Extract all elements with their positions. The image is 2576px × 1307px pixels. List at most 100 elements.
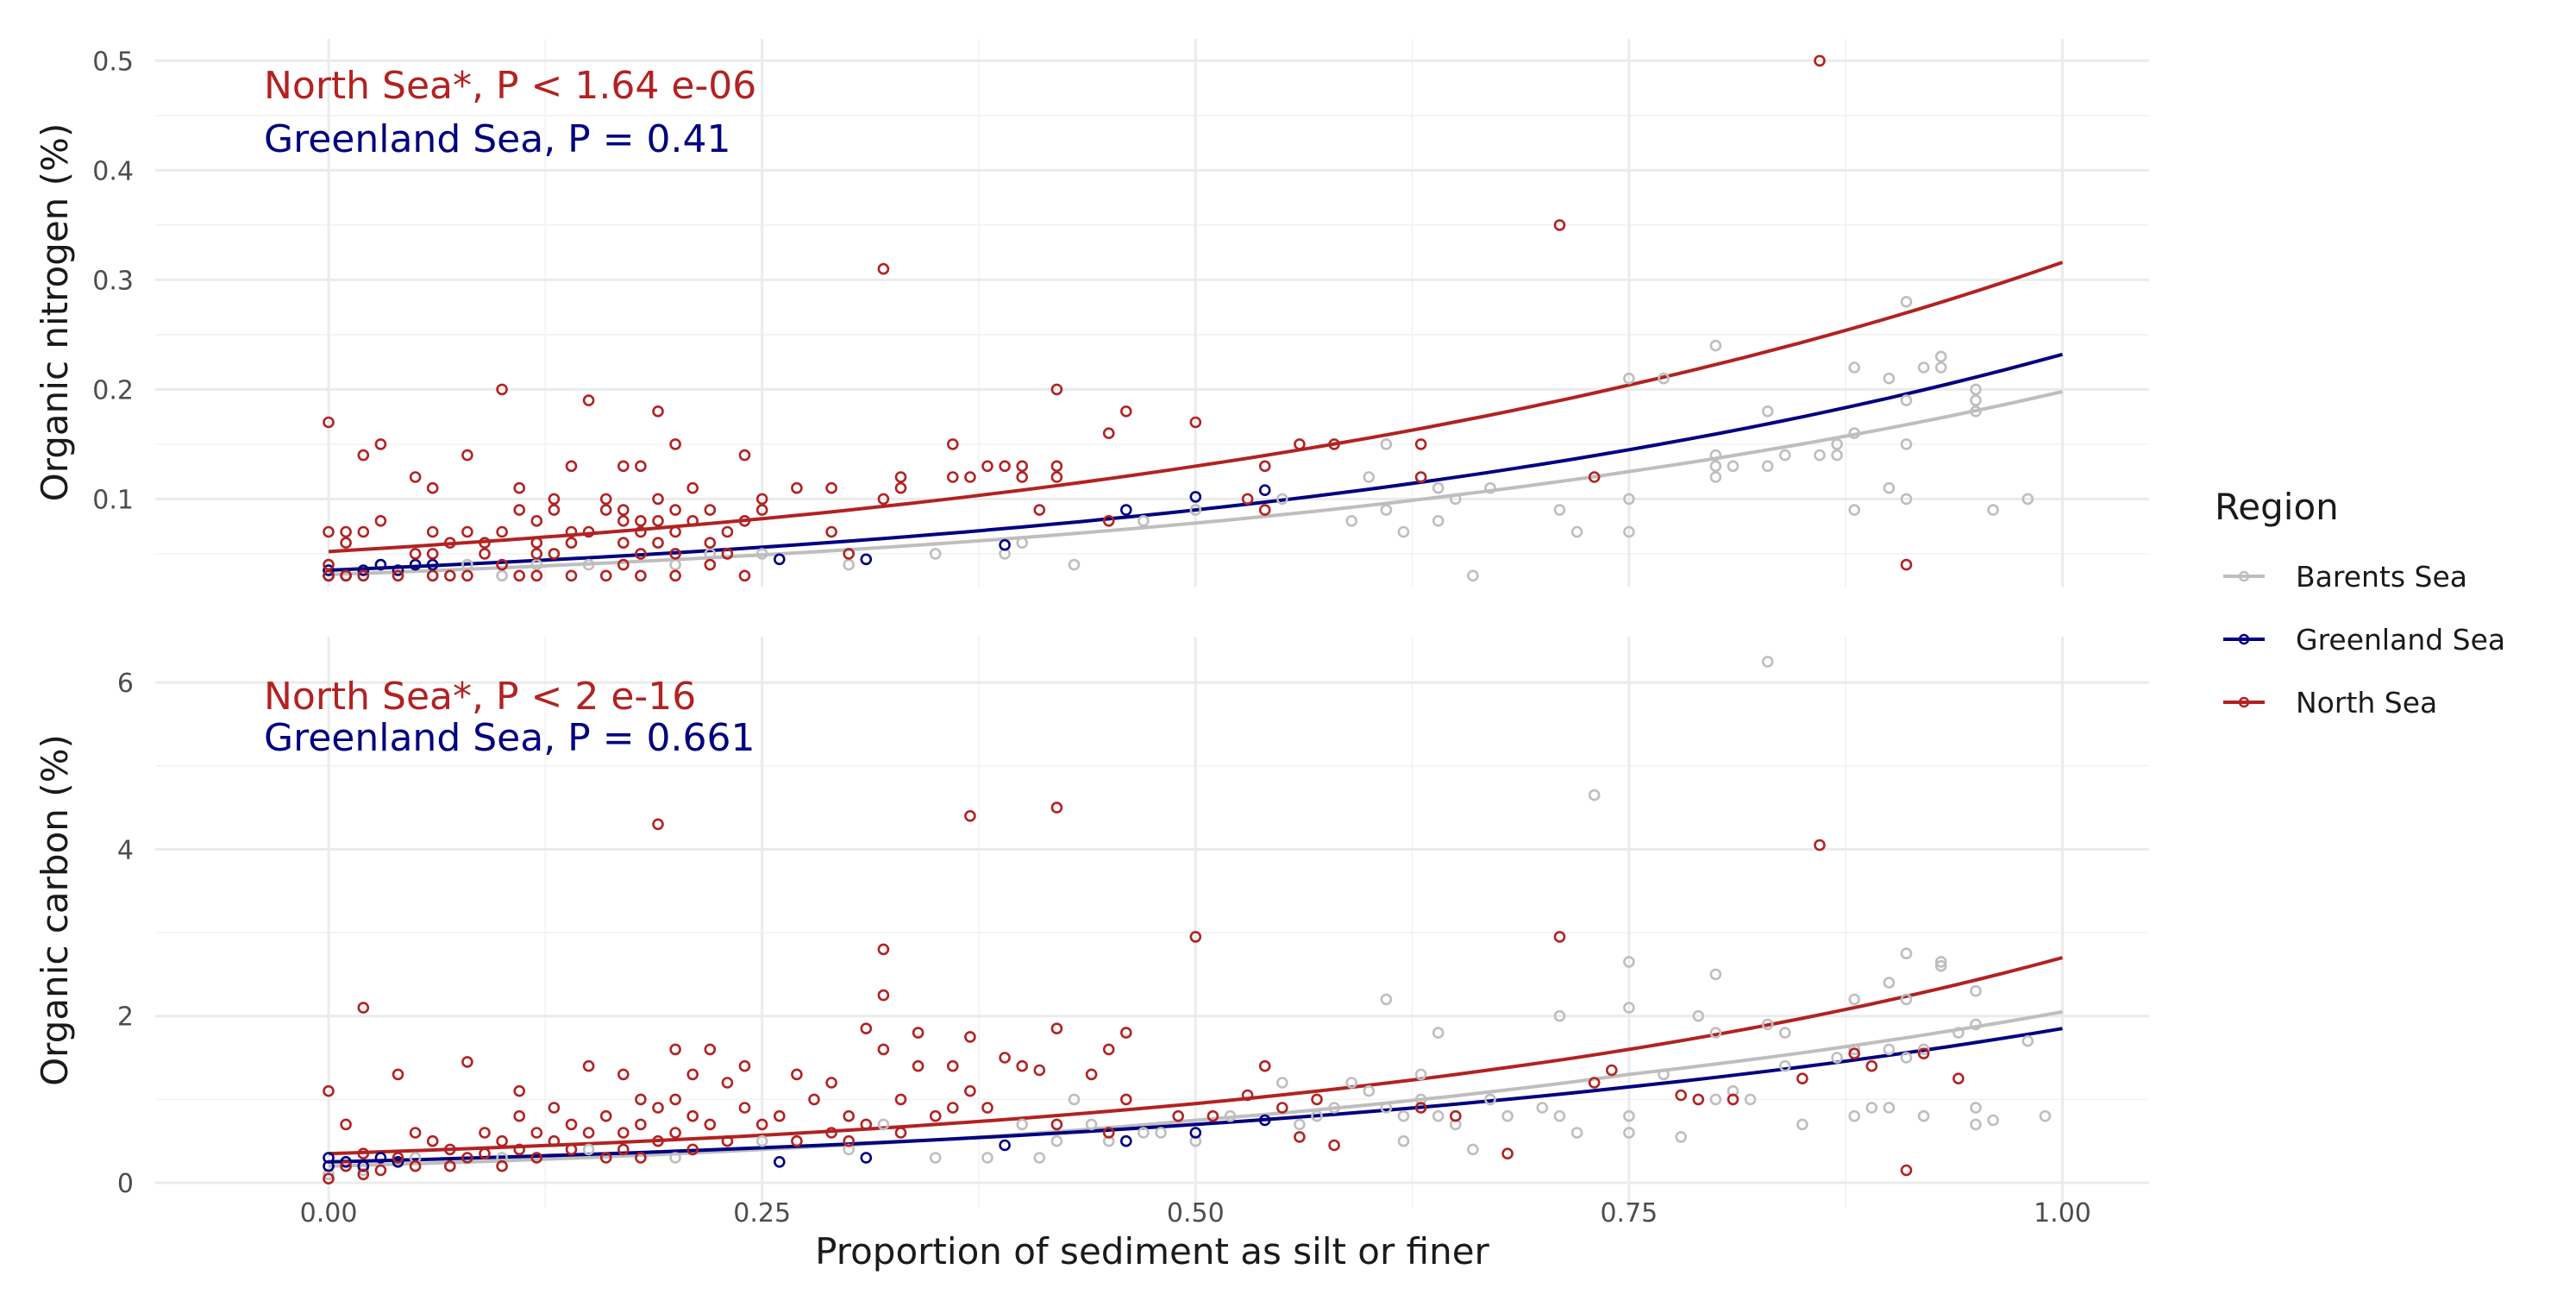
carbon-point-barents-sea bbox=[1779, 1059, 1791, 1072]
carbon-point-barents-sea bbox=[1623, 1109, 1635, 1122]
carbon-point-north-sea bbox=[894, 1093, 907, 1106]
nitrogen-annotation-north-sea: North Sea*, P < 1.64 e-06 bbox=[264, 64, 756, 108]
carbon-point-barents-sea bbox=[1328, 1102, 1340, 1114]
nitrogen-point-barents-sea bbox=[1623, 525, 1635, 538]
carbon-point-north-sea bbox=[686, 1109, 699, 1122]
carbon-point-north-sea bbox=[964, 809, 976, 822]
carbon-point-north-sea bbox=[1606, 1064, 1618, 1077]
nitrogen-point-north-sea bbox=[530, 548, 543, 560]
carbon-point-north-sea bbox=[1917, 1047, 1930, 1059]
carbon-point-barents-sea bbox=[1623, 956, 1635, 968]
nitrogen-point-barents-sea bbox=[1016, 537, 1028, 550]
carbon-point-north-sea bbox=[1120, 1093, 1132, 1106]
nitrogen-point-north-sea bbox=[721, 548, 734, 560]
carbon-point-north-sea bbox=[599, 1152, 612, 1164]
carbon-point-north-sea bbox=[530, 1152, 543, 1164]
nitrogen-point-barents-sea bbox=[929, 548, 942, 560]
nitrogen-point-north-sea bbox=[323, 558, 335, 571]
nitrogen-point-north-sea bbox=[894, 481, 907, 494]
carbon-point-north-sea bbox=[877, 943, 890, 956]
carbon-point-north-sea bbox=[513, 1143, 526, 1156]
carbon-point-barents-sea bbox=[1155, 1127, 1167, 1139]
carbon-point-barents-sea bbox=[1588, 789, 1601, 801]
carbon-point-north-sea bbox=[1050, 801, 1063, 814]
nitrogen-point-greenland-sea bbox=[392, 564, 404, 576]
carbon-point-north-sea bbox=[1189, 931, 1202, 943]
nitrogen-point-north-sea bbox=[652, 537, 664, 550]
nitrogen-point-barents-sea bbox=[496, 569, 508, 582]
nitrogen-point-barents-sea bbox=[1658, 372, 1670, 385]
carbon-annotation-north-sea: North Sea*, P < 2 e-16 bbox=[264, 675, 696, 719]
carbon-point-barents-sea bbox=[1102, 1134, 1115, 1147]
nitrogen-point-north-sea bbox=[1328, 438, 1340, 450]
carbon-point-north-sea bbox=[1900, 1164, 1913, 1177]
nitrogen-point-north-sea bbox=[1588, 471, 1601, 483]
nitrogen-point-north-sea bbox=[409, 548, 422, 560]
nitrogen-point-north-sea bbox=[461, 525, 473, 538]
nitrogen-point-north-sea bbox=[426, 481, 439, 494]
nitrogen-point-north-sea bbox=[513, 481, 526, 494]
carbon-point-barents-sea bbox=[1294, 1118, 1306, 1131]
carbon-point-barents-sea bbox=[1970, 1102, 1982, 1114]
carbon-point-barents-sea bbox=[2039, 1109, 2052, 1122]
nitrogen-point-north-sea bbox=[617, 558, 630, 571]
nitrogen-point-north-sea bbox=[496, 383, 508, 396]
carbon-y-tick-label: 4 bbox=[117, 835, 134, 865]
nitrogen-point-north-sea bbox=[1033, 504, 1046, 516]
carbon-point-north-sea bbox=[599, 1109, 612, 1122]
carbon-point-barents-sea bbox=[1553, 1009, 1566, 1022]
carbon-point-greenland-sea bbox=[773, 1156, 786, 1168]
nitrogen-point-north-sea bbox=[1294, 438, 1306, 450]
carbon-point-barents-sea bbox=[1917, 1109, 1930, 1122]
nitrogen-point-greenland-sea bbox=[860, 553, 873, 566]
carbon-point-north-sea bbox=[721, 1077, 734, 1089]
carbon-point-north-sea bbox=[999, 1052, 1011, 1064]
nitrogen-point-barents-sea bbox=[1848, 427, 1860, 440]
nitrogen-point-barents-sea bbox=[1883, 372, 1896, 385]
carbon-panel: 0 2 4 6 Organic carbon (%) North Sea*, P < … bbox=[34, 637, 2149, 1208]
nitrogen-point-north-sea bbox=[755, 504, 768, 516]
nitrogen-point-north-sea bbox=[635, 548, 647, 560]
nitrogen-point-north-sea bbox=[513, 569, 526, 582]
carbon-point-north-sea bbox=[340, 1118, 352, 1131]
nitrogen-point-barents-sea bbox=[530, 558, 543, 571]
nitrogen-point-greenland-sea bbox=[374, 558, 387, 571]
nitrogen-point-north-sea bbox=[755, 493, 768, 506]
nitrogen-point-north-sea bbox=[426, 525, 439, 538]
nitrogen-point-north-sea bbox=[738, 514, 751, 527]
nitrogen-point-north-sea bbox=[704, 504, 717, 516]
nitrogen-point-north-sea bbox=[599, 493, 612, 506]
nitrogen-point-north-sea bbox=[565, 460, 578, 473]
carbon-point-north-sea bbox=[426, 1134, 439, 1147]
nitrogen-point-barents-sea bbox=[755, 548, 768, 560]
nitrogen-point-barents-sea bbox=[1761, 405, 1774, 418]
carbon-point-north-sea bbox=[1814, 839, 1826, 851]
carbon-point-north-sea bbox=[738, 1102, 751, 1114]
nitrogen-point-north-sea bbox=[582, 394, 595, 406]
carbon-point-north-sea bbox=[894, 1127, 907, 1139]
carbon-point-barents-sea bbox=[1050, 1134, 1063, 1147]
carbon-point-north-sea bbox=[1102, 1127, 1115, 1139]
nitrogen-point-north-sea bbox=[461, 449, 473, 462]
carbon-point-north-sea bbox=[669, 1093, 681, 1106]
carbon-point-barents-sea bbox=[1934, 956, 1947, 968]
carbon-point-north-sea bbox=[1241, 1089, 1254, 1102]
nitrogen-point-north-sea bbox=[513, 504, 526, 516]
carbon-point-barents-sea bbox=[1761, 656, 1774, 668]
nitrogen-point-north-sea bbox=[825, 481, 837, 494]
nitrogen-point-north-sea bbox=[530, 514, 543, 527]
carbon-point-barents-sea bbox=[1432, 1109, 1445, 1122]
nitrogen-point-greenland-sea bbox=[323, 564, 335, 576]
carbon-points bbox=[323, 656, 2052, 1184]
carbon-point-north-sea bbox=[409, 1159, 422, 1172]
carbon-point-barents-sea bbox=[669, 1152, 681, 1164]
carbon-point-north-sea bbox=[1085, 1068, 1098, 1081]
nitrogen-point-north-sea bbox=[1016, 460, 1028, 473]
carbon-point-barents-sea bbox=[1397, 1134, 1410, 1147]
nitrogen-y-tick-label: 0.5 bbox=[92, 47, 134, 77]
carbon-point-barents-sea bbox=[1865, 1102, 1878, 1114]
x-tick-label: 0.75 bbox=[1600, 1198, 1658, 1228]
carbon-point-north-sea bbox=[964, 1084, 976, 1097]
carbon-point-north-sea bbox=[635, 1152, 647, 1164]
carbon-point-north-sea bbox=[1501, 1147, 1514, 1159]
